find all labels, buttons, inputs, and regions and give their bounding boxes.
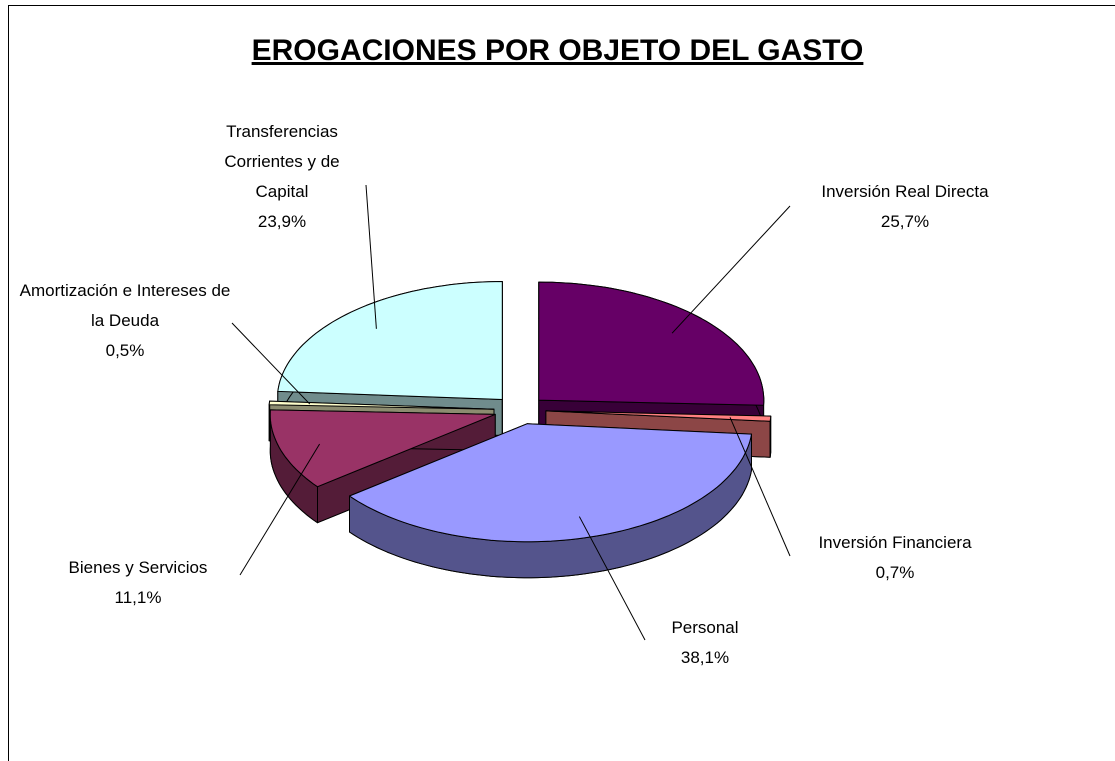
value-label: 25,7% <box>880 212 930 231</box>
chart-title: EROGACIONES POR OBJETO DEL GASTO <box>251 34 864 67</box>
slice <box>538 281 765 406</box>
chart-frame <box>8 5 1115 761</box>
slice-wall <box>769 415 772 458</box>
value-label: 11,1% <box>114 588 162 607</box>
slice-label: Inversión Real Directa 25,7% <box>775 177 1035 237</box>
leader-line <box>365 184 377 329</box>
slice <box>545 410 772 422</box>
leader-line <box>231 322 311 405</box>
leader-line <box>671 205 791 334</box>
slice <box>268 400 495 410</box>
slice-label: Bienes y Servicios 11,1% <box>28 553 248 613</box>
slice <box>349 423 752 543</box>
leader-line <box>578 516 646 641</box>
slice-label: Amortización e Intereses de la Deuda 0,5% <box>15 276 235 366</box>
category-label: Bienes y Servicios <box>68 558 208 577</box>
value-label: 0,5% <box>105 341 145 360</box>
category-label: Transferencias Corrientes y de Capital <box>224 122 340 201</box>
slice-label: Transferencias Corrientes y de Capital 23… <box>202 117 362 237</box>
slice-label: Personal 38,1% <box>605 613 805 673</box>
category-label: Inversión Real Directa <box>821 182 989 201</box>
value-label: 0,7% <box>875 563 915 582</box>
value-label: 23,9% <box>257 212 307 231</box>
leader-line <box>239 443 321 576</box>
slice-label: Inversión Financiera 0,7% <box>765 528 1025 588</box>
value-label: 38,1% <box>680 648 730 667</box>
leader-line <box>729 417 791 557</box>
slice <box>269 409 496 488</box>
category-label: Amortización e Intereses de la Deuda <box>19 281 231 330</box>
category-label: Personal <box>671 618 739 637</box>
slice <box>277 281 503 400</box>
category-label: Inversión Financiera <box>818 533 972 552</box>
